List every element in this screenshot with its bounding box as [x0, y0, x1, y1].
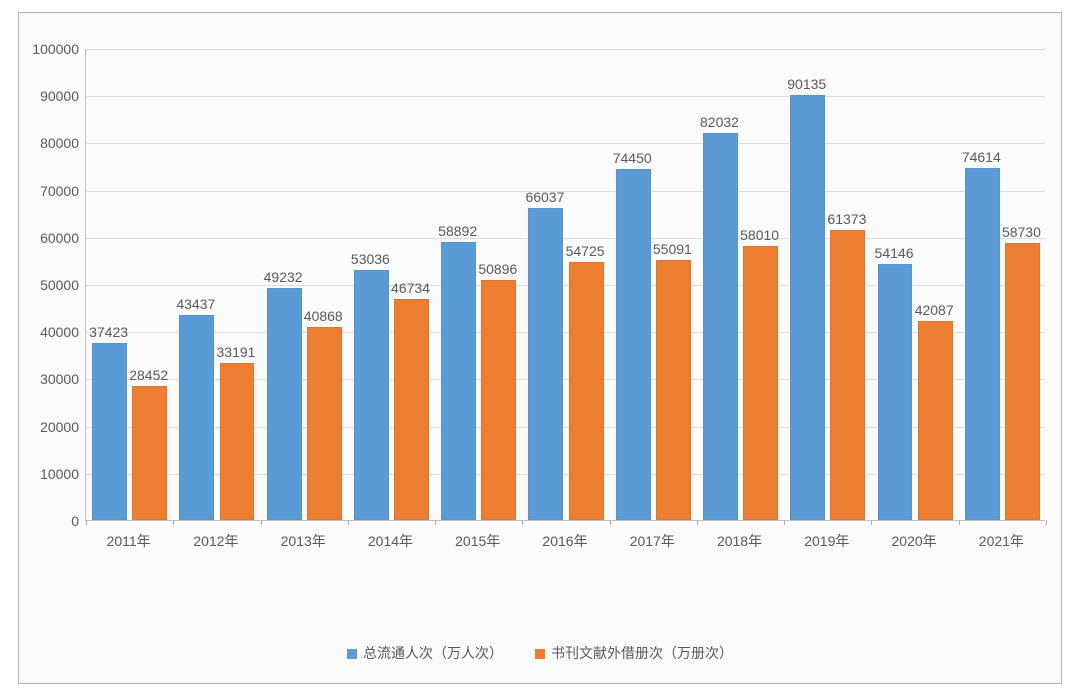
bar-value-label: 74614 — [962, 149, 1001, 165]
bar-value-label: 66037 — [525, 189, 564, 205]
plot-area — [85, 49, 1045, 521]
y-tick-label: 0 — [23, 513, 79, 529]
bar-series-2 — [307, 327, 342, 520]
y-tick-label: 40000 — [23, 324, 79, 340]
bar-value-label: 37423 — [89, 324, 128, 340]
x-tick-mark — [697, 520, 698, 525]
bar-series-1 — [179, 315, 214, 520]
x-tick-mark — [784, 520, 785, 525]
x-tick-label: 2016年 — [542, 531, 587, 551]
bar-series-2 — [1005, 243, 1040, 520]
bar-value-label: 55091 — [653, 241, 692, 257]
bar-value-label: 58892 — [438, 223, 477, 239]
x-tick-mark — [959, 520, 960, 525]
legend-item: 书刊文献外借册次（万册次） — [535, 643, 733, 663]
y-tick-label: 90000 — [23, 88, 79, 104]
chart-frame: 0 10000 20000 30000 40000 50000 60000 70000 8000… — [18, 12, 1062, 684]
x-tick-mark — [86, 520, 87, 525]
bar-value-label: 74450 — [613, 150, 652, 166]
y-tick-label: 20000 — [23, 419, 79, 435]
legend-label: 总流通人次（万人次） — [363, 645, 503, 661]
bar-series-2 — [830, 230, 865, 520]
gridline — [86, 96, 1045, 97]
gridline — [86, 143, 1045, 144]
x-tick-mark — [348, 520, 349, 525]
bar-series-2 — [220, 363, 255, 520]
bar-value-label: 28452 — [129, 367, 168, 383]
bar-series-1 — [92, 343, 127, 520]
x-tick-label: 2014年 — [368, 531, 413, 551]
bar-value-label: 40868 — [304, 308, 343, 324]
y-tick-label: 60000 — [23, 230, 79, 246]
x-tick-label: 2017年 — [630, 531, 675, 551]
x-tick-mark — [261, 520, 262, 525]
bar-series-1 — [616, 169, 651, 520]
bar-value-label: 49232 — [264, 269, 303, 285]
x-tick-label: 2020年 — [892, 531, 937, 551]
x-tick-label: 2018年 — [717, 531, 762, 551]
legend-label: 书刊文献外借册次（万册次） — [551, 645, 733, 661]
x-tick-mark — [1046, 520, 1047, 525]
bar-series-2 — [132, 386, 167, 520]
bar-series-1 — [441, 242, 476, 520]
legend: 总流通人次（万人次） 书刊文献外借册次（万册次） — [19, 643, 1061, 663]
legend-swatch — [347, 649, 357, 659]
bar-value-label: 33191 — [217, 344, 256, 360]
x-tick-label: 2019年 — [804, 531, 849, 551]
bar-value-label: 61373 — [827, 211, 866, 227]
bar-series-1 — [878, 264, 913, 520]
bar-value-label: 50896 — [478, 261, 517, 277]
y-tick-label: 10000 — [23, 466, 79, 482]
gridline — [86, 191, 1045, 192]
x-tick-label: 2021年 — [979, 531, 1024, 551]
bar-value-label: 46734 — [391, 280, 430, 296]
gridline — [86, 49, 1045, 50]
legend-item: 总流通人次（万人次） — [347, 643, 503, 663]
bar-series-1 — [354, 270, 389, 520]
bar-value-label: 82032 — [700, 114, 739, 130]
gridline — [86, 238, 1045, 239]
bar-value-label: 58010 — [740, 227, 779, 243]
y-tick-label: 50000 — [23, 277, 79, 293]
bar-value-label: 42087 — [915, 302, 954, 318]
bar-series-2 — [394, 299, 429, 520]
bar-series-1 — [267, 288, 302, 520]
x-tick-mark — [435, 520, 436, 525]
y-tick-label: 70000 — [23, 183, 79, 199]
bar-value-label: 90135 — [787, 76, 826, 92]
x-tick-mark — [173, 520, 174, 525]
bar-series-2 — [656, 260, 691, 520]
x-tick-label: 2012年 — [193, 531, 238, 551]
bar-value-label: 54725 — [566, 243, 605, 259]
bar-value-label: 54146 — [875, 245, 914, 261]
x-tick-label: 2015年 — [455, 531, 500, 551]
legend-swatch — [535, 649, 545, 659]
x-tick-mark — [871, 520, 872, 525]
y-tick-label: 30000 — [23, 371, 79, 387]
x-tick-label: 2011年 — [107, 531, 151, 551]
bar-value-label: 53036 — [351, 251, 390, 267]
bar-series-2 — [569, 262, 604, 520]
y-tick-label: 100000 — [23, 41, 79, 57]
bar-series-1 — [965, 168, 1000, 520]
bar-series-1 — [790, 95, 825, 520]
y-tick-label: 80000 — [23, 135, 79, 151]
bar-series-2 — [918, 321, 953, 520]
bar-value-label: 43437 — [176, 296, 215, 312]
x-tick-mark — [522, 520, 523, 525]
bar-series-2 — [481, 280, 516, 520]
x-tick-mark — [610, 520, 611, 525]
bar-series-2 — [743, 246, 778, 520]
bar-value-label: 58730 — [1002, 224, 1041, 240]
bar-series-1 — [703, 133, 738, 520]
x-tick-label: 2013年 — [281, 531, 326, 551]
bar-series-1 — [528, 208, 563, 520]
